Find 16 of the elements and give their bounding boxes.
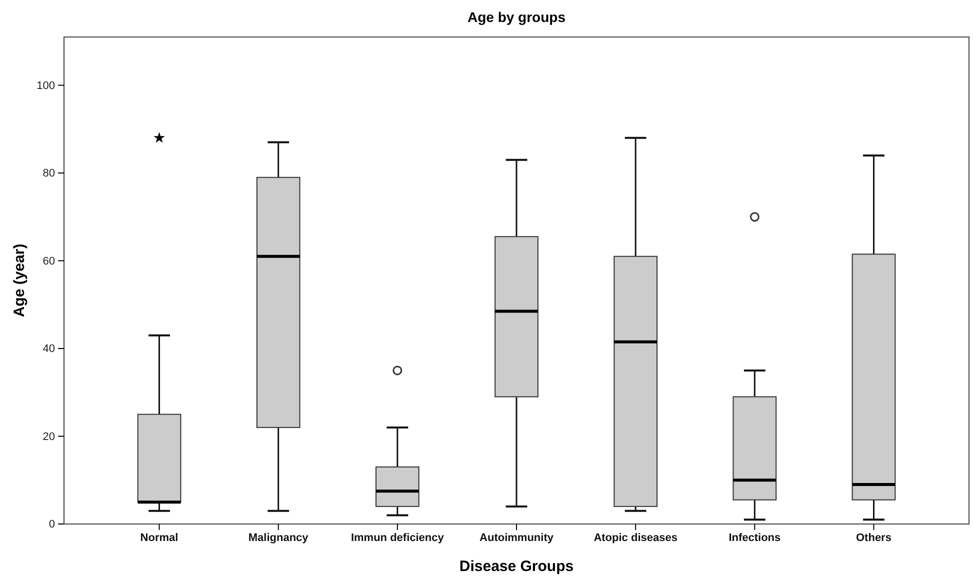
x-tick-label: Autoimmunity	[480, 532, 554, 544]
y-tick-label: 100	[36, 80, 55, 92]
x-tick-label: Normal	[140, 532, 178, 544]
y-tick-label: 80	[42, 168, 55, 180]
x-tick-label: Immun deficiency	[350, 532, 445, 544]
x-tick-label: Others	[856, 532, 892, 544]
y-tick-label: 0	[48, 518, 55, 531]
y-axis-title: Age (year)	[11, 244, 28, 318]
x-tick-label: Atopic diseases	[594, 532, 678, 544]
y-tick-label: 20	[42, 430, 55, 443]
y-tick-label: 60	[42, 255, 55, 268]
y-tick-label: 40	[42, 343, 55, 356]
x-tick-label: Malignancy	[248, 532, 310, 544]
x-axis-title: Disease Groups	[459, 558, 574, 575]
chart-title: Age by groups	[467, 9, 566, 25]
x-tick-label: Infections	[728, 532, 781, 544]
